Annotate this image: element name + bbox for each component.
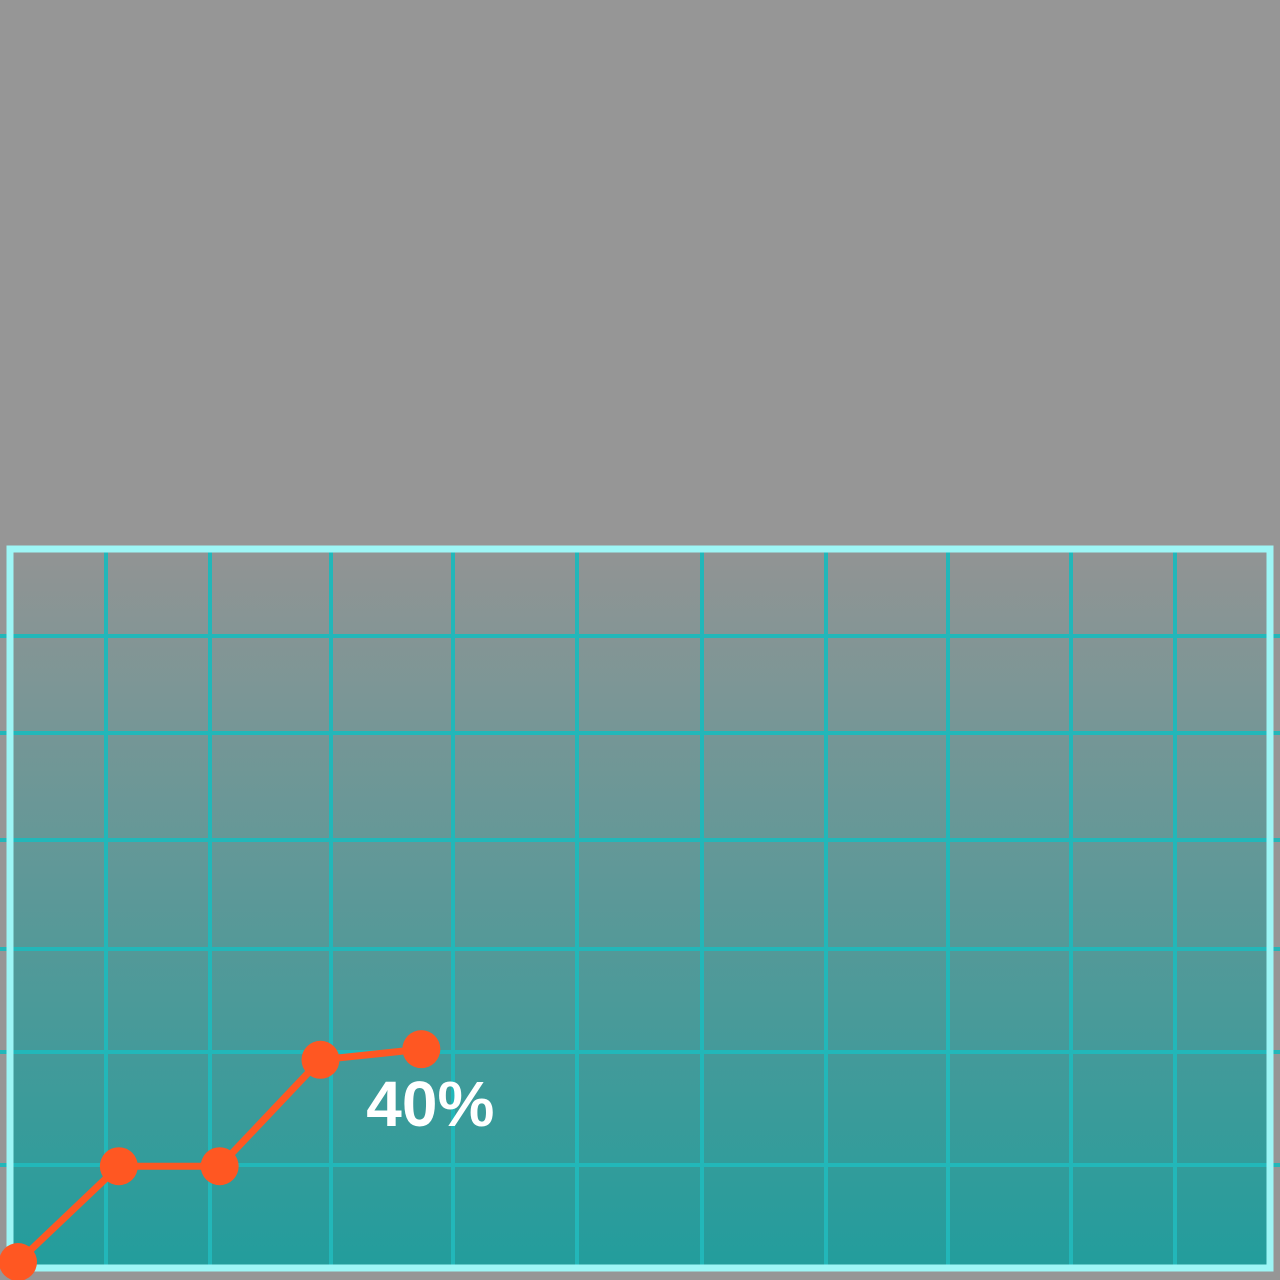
data-point xyxy=(99,1147,138,1186)
data-point xyxy=(301,1040,340,1079)
grid-lines xyxy=(0,549,1280,1268)
plot-frame xyxy=(6,545,1274,1272)
plot-area xyxy=(10,549,1270,1268)
data-point xyxy=(402,1030,441,1069)
value-label: 40% xyxy=(366,1068,494,1140)
data-point xyxy=(200,1147,239,1186)
data-points xyxy=(0,1030,441,1280)
data-point xyxy=(0,1243,37,1280)
